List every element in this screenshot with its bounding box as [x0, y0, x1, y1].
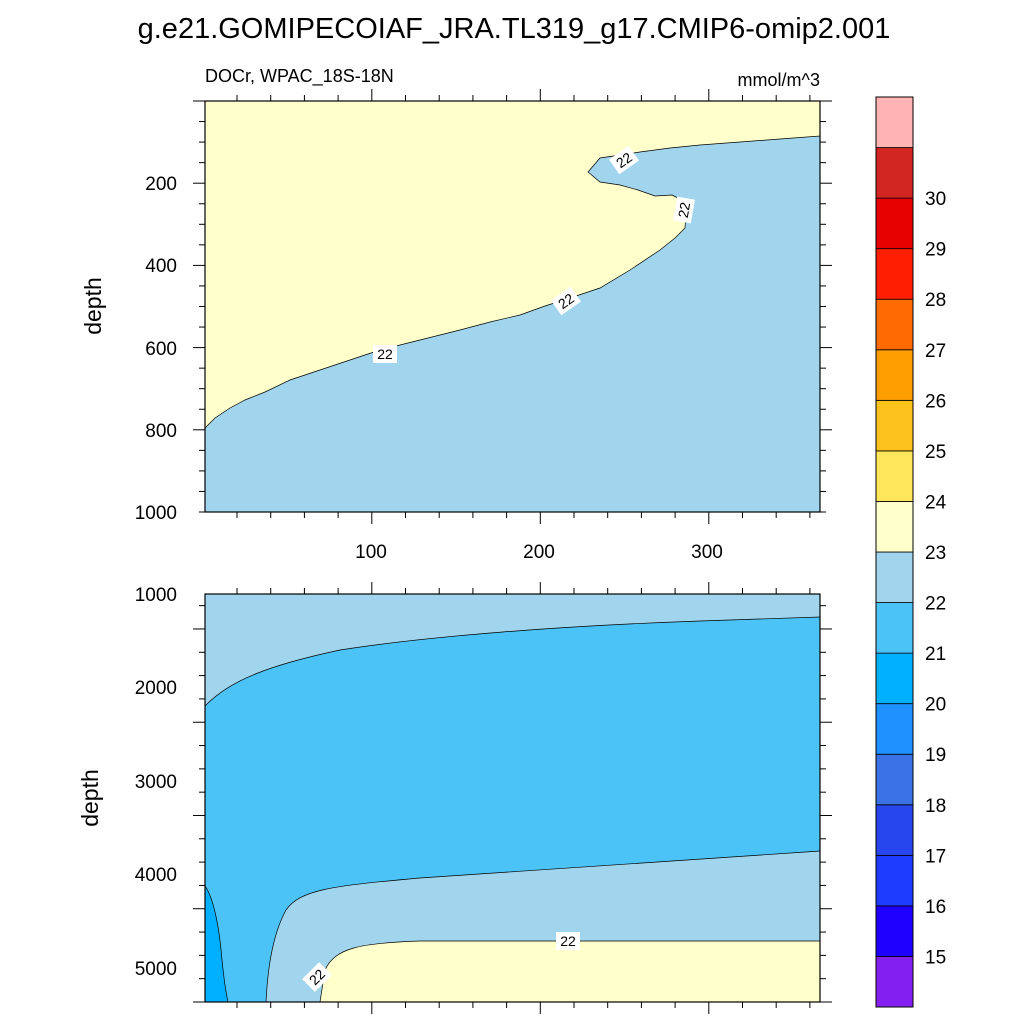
colorbar-swatch — [875, 854, 914, 907]
top-ytick-label: 1000 — [135, 503, 177, 524]
colorbar-swatch — [875, 551, 914, 603]
top-panel-units-label: mmol/m^3 — [738, 70, 820, 90]
colorbar-swatch — [875, 197, 914, 250]
top-ytick-label: 400 — [145, 256, 177, 277]
bottom-panel: 22 22 1000 2000 3000 4000 5000 depth — [77, 582, 832, 1014]
colorbar-swatch — [875, 349, 914, 401]
colorbar-tick-label: 20 — [925, 695, 946, 716]
colorbar-tick-label: 22 — [925, 594, 946, 615]
colorbar-tick-label: 23 — [925, 543, 946, 564]
colorbar-tick-label: 19 — [925, 745, 946, 766]
colorbar-tick-label: 30 — [925, 189, 946, 210]
colorbar-tick-label: 24 — [925, 492, 947, 513]
colorbar-swatch — [875, 147, 914, 199]
top-region-21-22 — [204, 135, 821, 513]
colorbar-tick-label: 26 — [925, 391, 946, 412]
colorbar-swatch — [875, 298, 914, 351]
colorbar-swatch — [875, 96, 914, 148]
bottom-ticks — [193, 582, 832, 1014]
colorbar-tick-label: 18 — [925, 796, 946, 817]
colorbar-swatch — [875, 450, 914, 502]
top-ylabel: depth — [80, 277, 106, 335]
bottom-plot-frame — [204, 593, 821, 1003]
colorbar-tick-label: 15 — [925, 947, 946, 968]
colorbar-swatch — [875, 652, 914, 705]
bottom-ylabel: depth — [77, 769, 103, 827]
colorbar-frame — [875, 96, 914, 1008]
top-ytick-label: 600 — [145, 339, 177, 360]
figure-title: g.e21.GOMIPECOIAF_JRA.TL319_g17.CMIP6-om… — [138, 13, 891, 45]
colorbar-swatch — [875, 703, 914, 755]
bottom-ytick-label: 2000 — [135, 678, 177, 699]
colorbar-swatch — [875, 956, 914, 1008]
top-panel-left-label: DOCr, WPAC_18S-18N — [205, 66, 394, 87]
top-contour-label: 22 — [675, 201, 693, 219]
colorbar-tick-label: 17 — [925, 846, 946, 867]
bottom-ytick-label: 5000 — [135, 959, 177, 980]
top-ticks — [193, 89, 832, 524]
top-xtick-label: 300 — [691, 542, 723, 563]
bottom-region-22-23 — [319, 940, 821, 1003]
colorbar-swatch — [875, 248, 914, 300]
top-xtick-label: 100 — [355, 542, 387, 563]
top-contour-labels: 22 22 22 22 — [373, 145, 695, 363]
colorbar-swatch — [875, 905, 914, 957]
colorbar-swatch — [875, 501, 914, 553]
bottom-contour-labels: 22 22 — [302, 932, 580, 992]
colorbar-swatch — [875, 399, 914, 452]
colorbar-tick-label: 29 — [925, 240, 946, 261]
colorbar-swatch — [875, 753, 914, 806]
top-contour-label: 22 — [377, 346, 393, 362]
colorbar-swatch — [875, 602, 914, 654]
bottom-ytick-label: 3000 — [135, 772, 177, 793]
colorbar: 15 16 17 18 19 20 21 22 23 24 25 26 27 28 29 30 — [875, 96, 947, 1008]
bottom-region-20-21 — [204, 616, 821, 1003]
bottom-contour-label: 22 — [560, 933, 576, 949]
top-ytick-label: 200 — [145, 174, 177, 195]
colorbar-tick-label: 25 — [925, 442, 946, 463]
colorbar-tick-label: 16 — [925, 897, 946, 918]
top-xtick-label: 200 — [523, 542, 555, 563]
colorbar-swatch — [875, 804, 914, 856]
colorbar-tick-label: 28 — [925, 290, 946, 311]
bottom-region-19-20 — [204, 884, 229, 1003]
bottom-ytick-label: 4000 — [135, 865, 177, 886]
bottom-ytick-label: 1000 — [135, 585, 177, 606]
top-ytick-label: 800 — [145, 421, 177, 442]
colorbar-tick-label: 27 — [925, 341, 946, 362]
top-panel: DOCr, WPAC_18S-18N mmol/m^3 22 22 22 22 … — [80, 66, 832, 563]
colorbar-tick-label: 21 — [925, 644, 946, 665]
